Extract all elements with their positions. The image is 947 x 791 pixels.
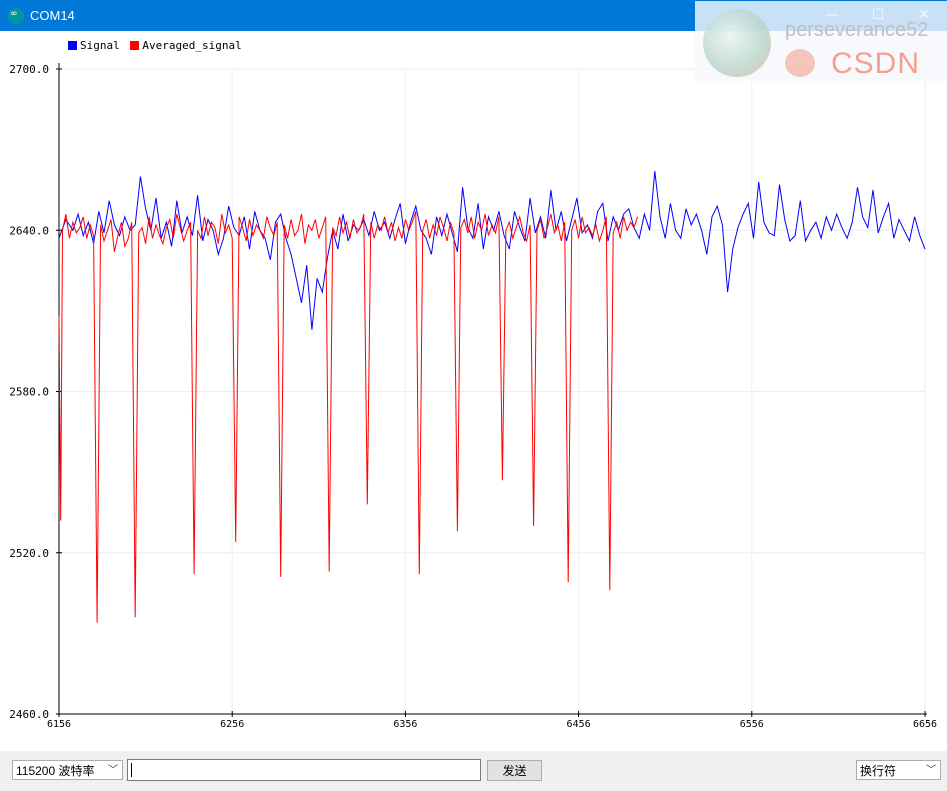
line-ending-select[interactable]: 换行符 ﹀ (856, 760, 941, 780)
y-tick-label: 2460.0 (9, 708, 49, 721)
legend-item-signal: Signal (68, 39, 120, 52)
series-line-signal (58, 171, 926, 330)
series-line-averaged-signal (58, 211, 638, 623)
arduino-icon: ∞ (8, 8, 24, 24)
watermark-username: perseverance52 (785, 19, 929, 41)
x-tick-label: 6256 (220, 719, 244, 730)
y-tick-label: 2640.0 (9, 224, 49, 237)
window-title: COM14 (30, 8, 75, 23)
bottom-toolbar: 115200 波特率 ﹀ 发送 换行符 ﹀ (0, 751, 947, 791)
watermark-avatar (703, 9, 771, 77)
x-tick-label: 6556 (740, 719, 764, 730)
x-tick-label: 6656 (913, 719, 937, 730)
monkey-icon (785, 49, 815, 77)
csdn-logo: CSDN (785, 47, 945, 81)
x-tick-label: 6456 (567, 719, 591, 730)
y-tick-label: 2520.0 (9, 547, 49, 560)
csdn-logo-text: CSDN (831, 47, 921, 80)
chevron-down-icon: ﹀ (108, 765, 118, 776)
legend-item-averaged: Averaged_signal (130, 39, 242, 52)
chevron-down-icon: ﹀ (926, 765, 936, 776)
baud-rate-select[interactable]: 115200 波特率 ﹀ (12, 760, 123, 780)
x-tick-label: 6156 (47, 719, 71, 730)
x-tick-label: 6356 (393, 719, 417, 730)
legend-swatch-signal (68, 41, 77, 50)
legend-label-averaged: Averaged_signal (142, 39, 242, 52)
message-input[interactable] (127, 759, 481, 781)
serial-plotter-area: 2700.0 2640.0 2580.0 2520.0 2460.0 6156 6256 63… (0, 31, 947, 751)
send-button[interactable]: 发送 (487, 760, 542, 781)
watermark: perseverance52 CSDN (695, 1, 947, 81)
y-tick-label: 2700.0 (9, 63, 49, 76)
legend-swatch-averaged (130, 41, 140, 50)
text-cursor (131, 763, 132, 777)
y-tick-label: 2580.0 (9, 386, 49, 399)
line-ending-value: 换行符 (860, 764, 897, 778)
baud-rate-value: 115200 波特率 (16, 764, 95, 778)
chart-legend: Signal Averaged_signal (68, 39, 246, 52)
legend-label-signal: Signal (80, 39, 120, 52)
